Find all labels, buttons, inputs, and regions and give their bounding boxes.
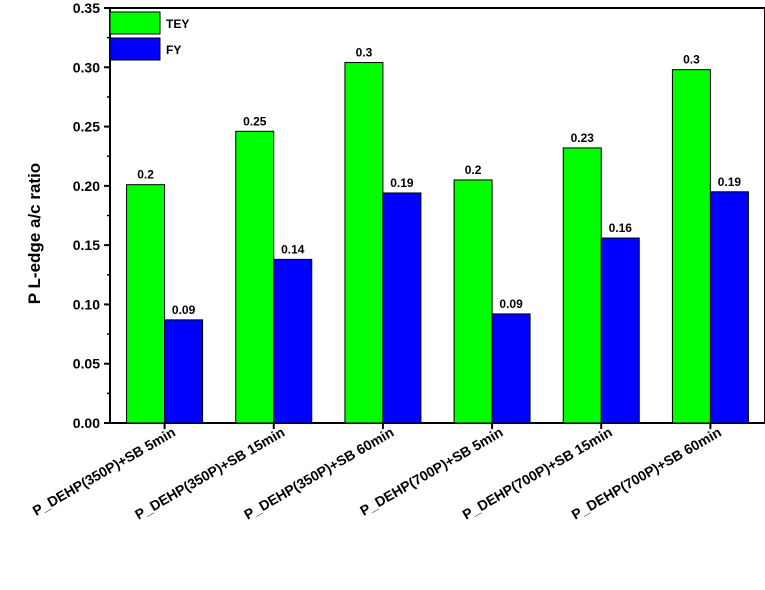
y-tick-label-4: 0.15 [73, 237, 100, 253]
data-label-fy-4: 0.09 [499, 297, 523, 311]
legend-label-fy[interactable]: FY [166, 43, 181, 57]
data-label-tey-4: 0.2 [465, 163, 482, 177]
y-tick-label-5: 0.20 [73, 178, 100, 194]
y-axis-title: P L-edge a/c ratio [25, 163, 44, 304]
legend-swatch-fy[interactable] [109, 37, 161, 61]
legend-label-tey[interactable]: TEY [166, 17, 189, 31]
bar-fy-4 [491, 313, 531, 424]
bar-fy-3 [382, 192, 422, 424]
legend[interactable]: TEY FY [109, 11, 189, 61]
legend-swatch-tey[interactable] [109, 11, 161, 35]
data-label-fy-6: 0.19 [718, 175, 742, 189]
y-tick-label-7: 0.30 [73, 59, 100, 75]
bar-tey-1 [126, 184, 166, 424]
axes [104, 7, 712, 429]
data-label-tey-1: 0.2 [137, 168, 154, 182]
plot-area [109, 7, 765, 424]
data-label-tey-2: 0.25 [243, 114, 267, 128]
data-label-fy-5: 0.16 [609, 221, 633, 235]
data-label-fy-2: 0.14 [281, 242, 305, 256]
y-tick-label-1: 0.00 [73, 415, 100, 431]
y-tick-label-6: 0.25 [73, 119, 100, 135]
bar-fy-6 [709, 191, 749, 424]
bar-tey-6 [671, 69, 711, 424]
data-label-fy-1: 0.09 [172, 303, 196, 317]
data-label-tey-5: 0.23 [571, 131, 595, 145]
data-label-tey-6: 0.3 [683, 53, 700, 67]
bar-fy-1 [164, 319, 204, 424]
y-tick-label-8: 0.35 [73, 0, 100, 16]
bar-tey-2 [235, 130, 275, 424]
bar-tey-3 [344, 62, 384, 424]
data-label-tey-3: 0.3 [356, 46, 373, 60]
plot-frame [109, 7, 765, 424]
bar-fy-5 [600, 237, 640, 424]
bar-tey-5 [562, 147, 602, 424]
y-tick-label-2: 0.05 [73, 356, 100, 372]
bars [126, 62, 749, 424]
bar-tey-4 [453, 179, 493, 424]
y-tick-label-3: 0.10 [73, 296, 100, 312]
data-label-fy-3: 0.19 [390, 176, 414, 190]
bar-fy-2 [273, 258, 313, 424]
